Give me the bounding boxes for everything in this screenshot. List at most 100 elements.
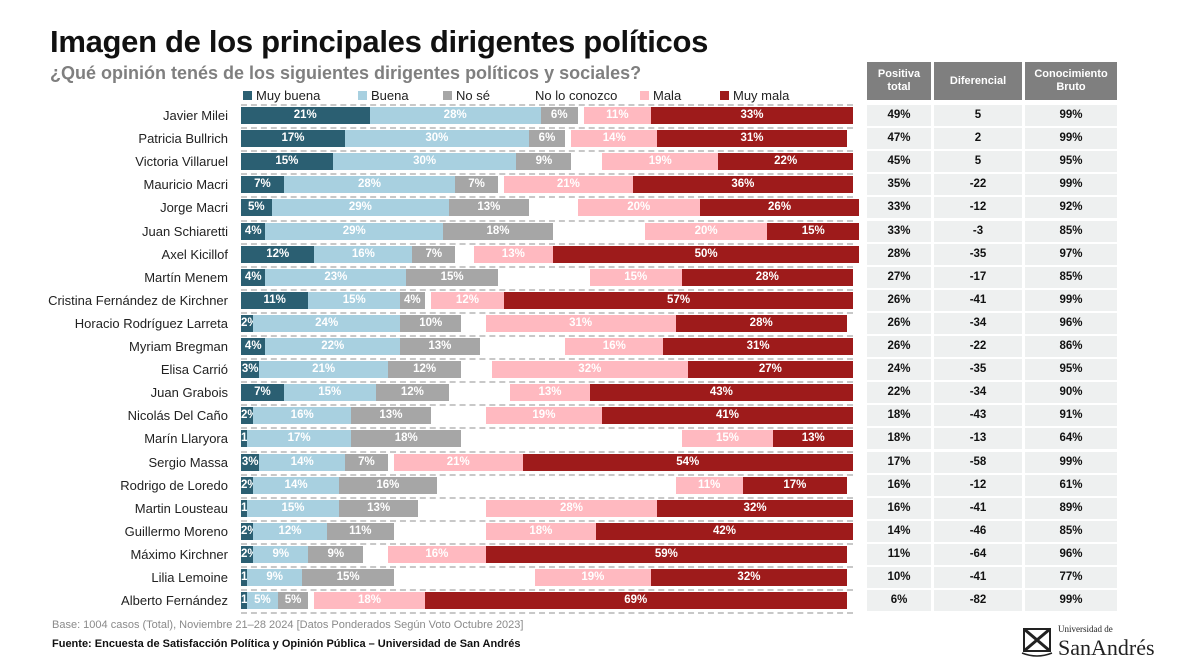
source-note: Fuente: Encuesta de Satisfacción Polític…	[52, 638, 521, 650]
bar-segment-mala: 20%	[577, 199, 700, 217]
bar-segment-buena: 22%	[265, 338, 401, 355]
table-cell-positiva-total: 47%	[867, 128, 931, 150]
table-cell-positiva-total: 10%	[867, 567, 931, 588]
bar-segment-muy-buena: 2%	[241, 407, 254, 425]
bar-segment-muy-buena: 2%	[241, 522, 254, 540]
bar-segment-muy-buena: 7%	[241, 176, 284, 194]
bar-segment-no-s-: 16%	[338, 476, 437, 494]
table-cell-diferencial: -35	[934, 359, 1022, 381]
legend-swatch	[358, 91, 367, 100]
bar-segment-buena: 15%	[308, 291, 401, 309]
category-label: Juan Grabois	[150, 385, 228, 401]
bar-segment-mala: 15%	[681, 430, 774, 448]
table-cell-positiva-total: 49%	[867, 105, 931, 126]
bar-segment-no-s-: 7%	[455, 176, 499, 194]
row-divider	[241, 150, 853, 153]
legend-label: Muy buena	[256, 88, 321, 103]
table-cell-diferencial: -41	[934, 289, 1022, 311]
bar-segment-no-lo-conozco	[455, 245, 474, 263]
bar-segment-mala: 11%	[675, 476, 743, 494]
bar-segment-buena: 15%	[247, 499, 339, 517]
row-divider	[241, 566, 853, 568]
bar-segment-mala: 15%	[589, 268, 682, 286]
row-divider	[241, 473, 853, 476]
bar-segment-no-lo-conozco	[418, 499, 486, 517]
table-cell-conocimiento-bruto: 85%	[1025, 220, 1117, 242]
bar-segment-muy-buena: 1%	[241, 592, 248, 610]
row-divider	[241, 358, 853, 361]
table-cell-conocimiento-bruto: 77%	[1025, 567, 1117, 588]
row-divider	[241, 542, 853, 545]
bar-segment-mala: 16%	[565, 338, 664, 355]
bar-segment-mala: 18%	[485, 522, 596, 540]
table-cell-positiva-total: 18%	[867, 405, 931, 427]
bar-segment-no-lo-conozco	[449, 384, 511, 402]
bar-segment-mala: 11%	[583, 107, 652, 124]
bar-segment-muy-buena: 21%	[241, 107, 370, 124]
bar-segment-mala: 12%	[430, 291, 505, 309]
row-divider	[241, 496, 853, 499]
bar-segment-buena: 30%	[345, 130, 529, 148]
bar-segment-no-lo-conozco	[363, 545, 388, 563]
bar-segment-muy-mala: 42%	[595, 522, 853, 540]
table-cell-conocimiento-bruto: 96%	[1025, 543, 1117, 565]
row-divider	[241, 427, 853, 430]
table-cell-conocimiento-bruto: 97%	[1025, 243, 1117, 265]
bar-segment-buena: 21%	[259, 361, 388, 379]
bar-segment-muy-mala: 28%	[681, 268, 853, 286]
bar-segment-mala: 32%	[491, 361, 688, 379]
bar-segment-muy-mala: 26%	[700, 199, 860, 217]
bar-segment-buena: 28%	[283, 176, 456, 194]
table-cell-positiva-total: 14%	[867, 520, 931, 542]
category-label: Mauricio Macri	[143, 177, 228, 193]
bar-segment-no-lo-conozco	[430, 407, 486, 425]
bar-segment-muy-buena: 4%	[241, 222, 266, 240]
bar-segment-no-lo-conozco	[424, 291, 431, 309]
bar-segment-buena: 23%	[265, 268, 407, 286]
bar-segment-mala: 19%	[534, 569, 652, 586]
legend-item: Mala	[640, 88, 681, 103]
table-cell-positiva-total: 26%	[867, 336, 931, 357]
table-cell-conocimiento-bruto: 99%	[1025, 105, 1117, 126]
bar-segment-no-s-: 10%	[400, 314, 462, 332]
bar-segment-no-lo-conozco	[528, 199, 578, 217]
bar-segment-no-s-: 13%	[338, 499, 419, 517]
bar-segment-muy-mala: 36%	[632, 176, 853, 194]
row-divider	[241, 242, 853, 245]
table-cell-conocimiento-bruto: 64%	[1025, 428, 1117, 450]
table-cell-diferencial: 5	[934, 105, 1022, 126]
table-cell-positiva-total: 26%	[867, 312, 931, 334]
row-divider	[241, 450, 853, 453]
bar-segment-no-s-: 6%	[528, 130, 566, 148]
table-cell-diferencial: -35	[934, 243, 1022, 265]
bar-segment-buena: 16%	[253, 407, 352, 425]
table-header: Conocimiento Bruto	[1025, 62, 1117, 100]
legend-item: Muy mala	[720, 88, 789, 103]
bar-segment-buena: 15%	[283, 384, 376, 402]
bar-segment-no-lo-conozco	[461, 430, 682, 448]
bar-segment-mala: 31%	[485, 314, 676, 332]
bar-segment-no-lo-conozco	[308, 592, 315, 610]
bar-segment-muy-mala: 17%	[742, 476, 847, 494]
bar-segment-mala: 13%	[473, 245, 554, 263]
category-label: Cristina Fernández de Kirchner	[48, 292, 228, 308]
bar-segment-no-s-: 15%	[302, 569, 394, 586]
row-divider	[241, 404, 853, 407]
bar-segment-buena: 14%	[259, 453, 346, 471]
bar-segment-no-lo-conozco	[498, 176, 505, 194]
category-label: Marín Llaryora	[144, 431, 228, 447]
bar-segment-no-s-: 12%	[375, 384, 450, 402]
logo-line1: Universidad de	[1058, 624, 1113, 634]
bar-segment-no-lo-conozco	[565, 130, 572, 148]
table-cell-conocimiento-bruto: 92%	[1025, 197, 1117, 219]
bar-segment-no-s-: 7%	[412, 245, 456, 263]
bar-segment-no-lo-conozco	[394, 522, 486, 540]
table-cell-conocimiento-bruto: 89%	[1025, 497, 1117, 519]
row-divider	[241, 265, 853, 268]
category-label: Guillermo Moreno	[124, 523, 228, 539]
bar-segment-buena: 17%	[247, 430, 352, 448]
bar-segment-mala: 28%	[485, 499, 658, 517]
category-label: Martin Lousteau	[134, 500, 228, 516]
bar-segment-muy-mala: 54%	[522, 453, 853, 471]
category-label: Rodrigo de Loredo	[120, 477, 228, 493]
